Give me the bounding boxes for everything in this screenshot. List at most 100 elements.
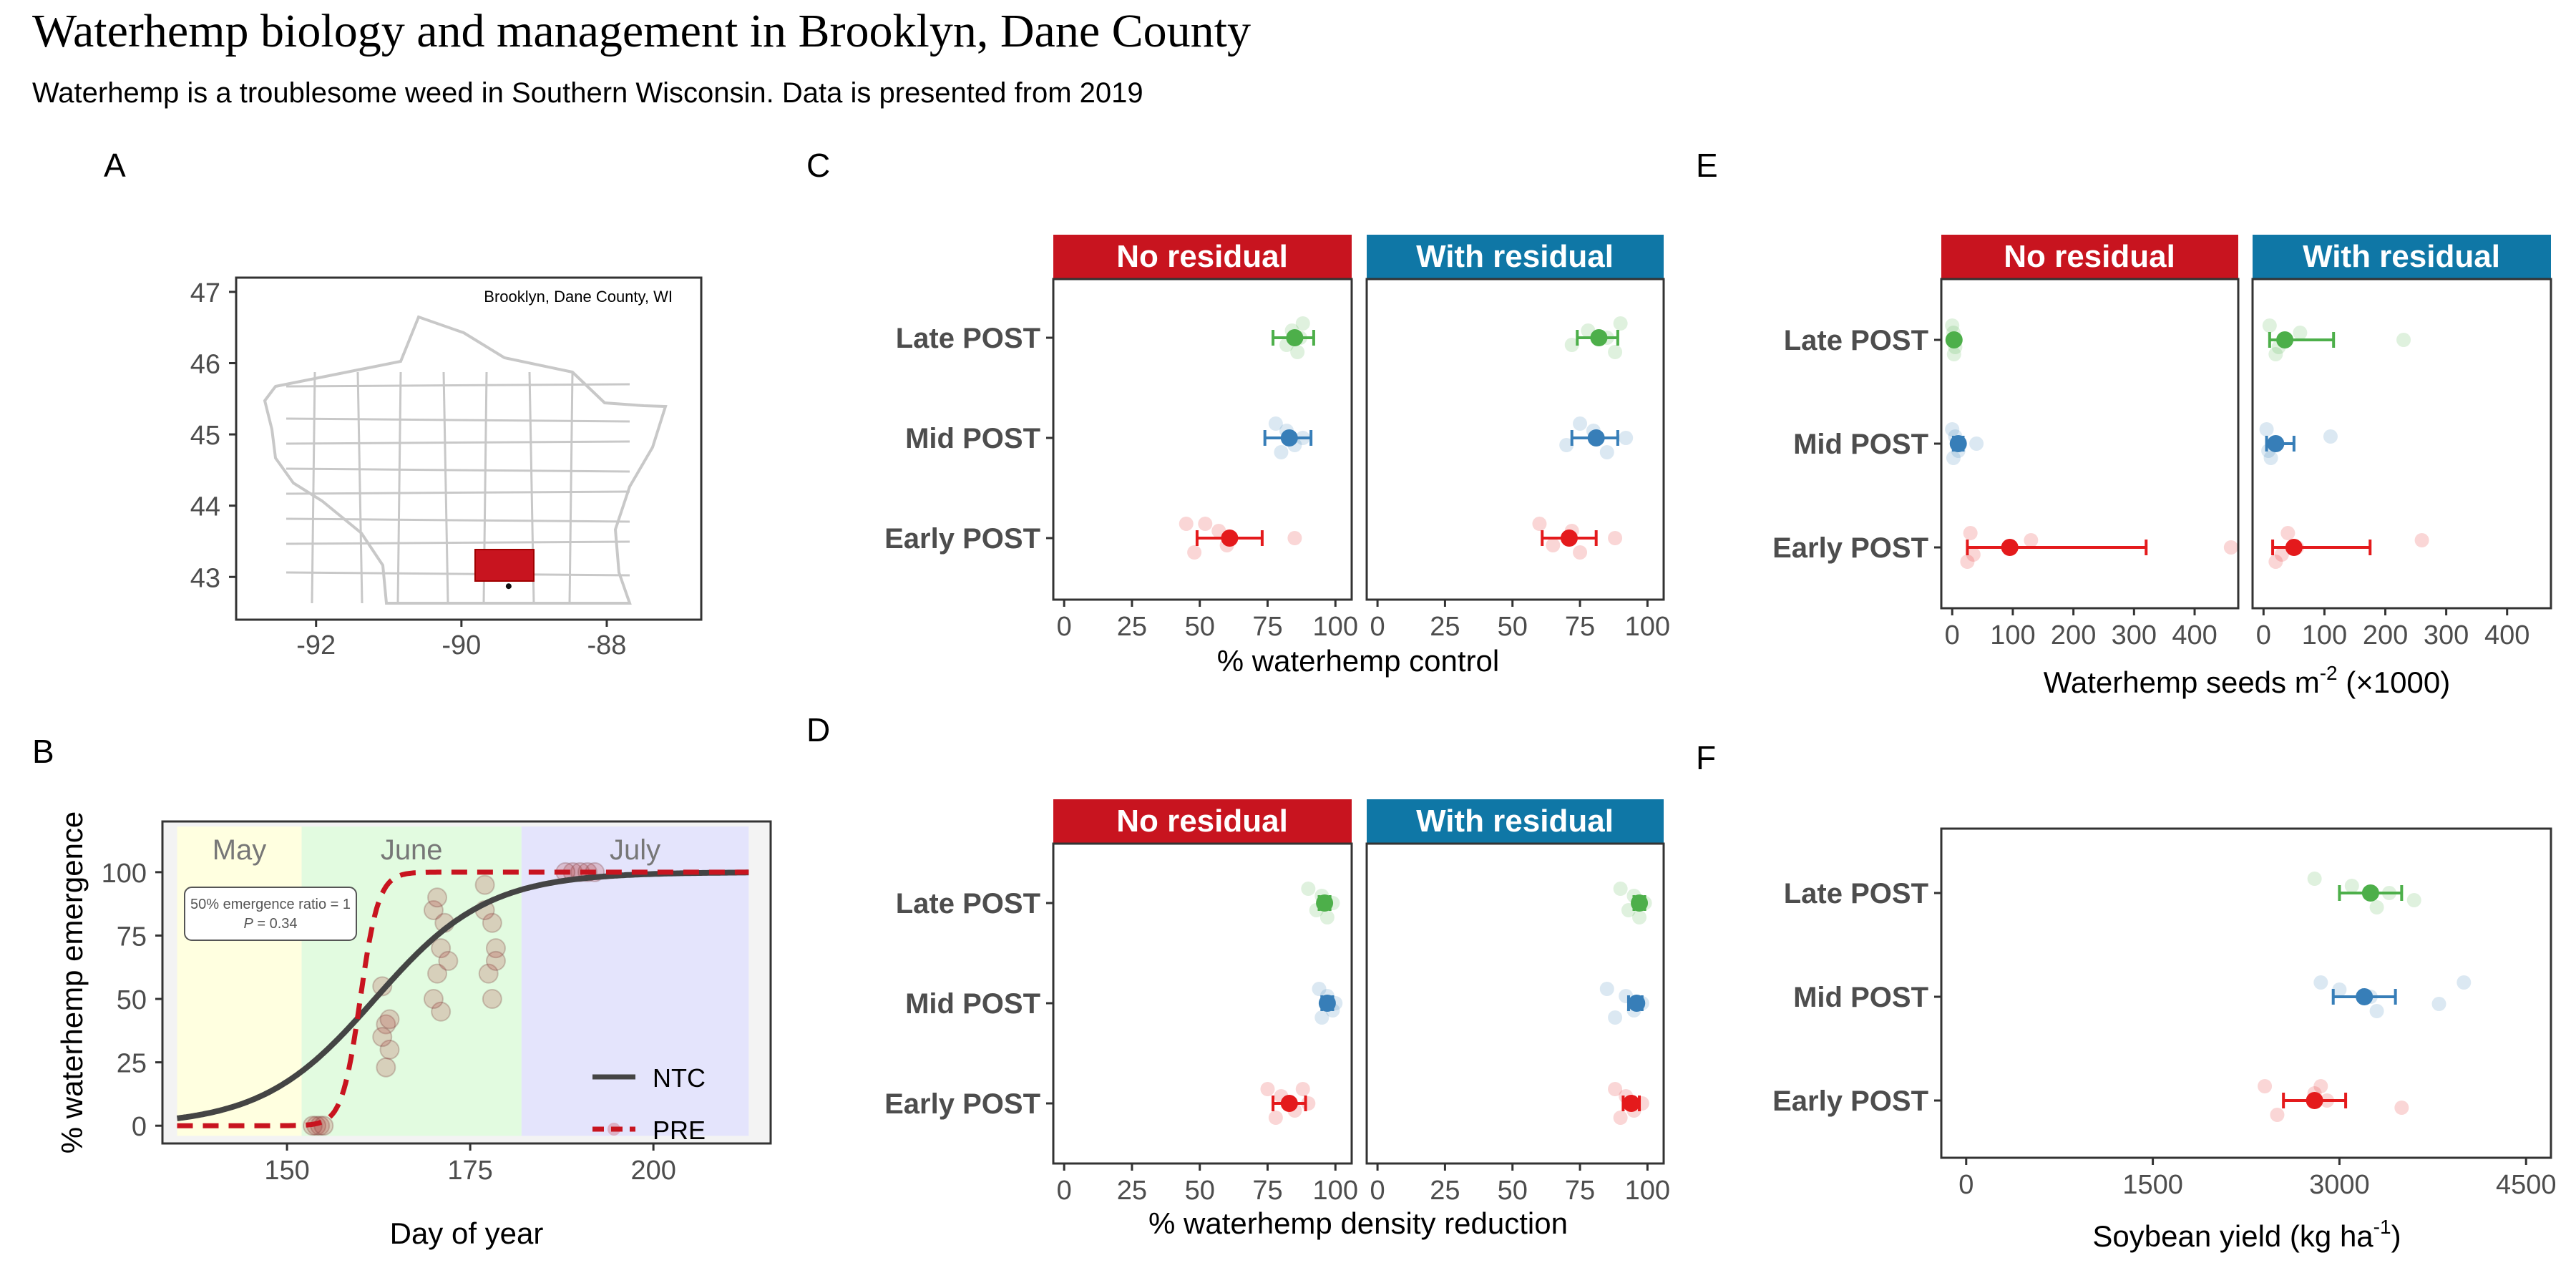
strip-with-residual [1367, 799, 1664, 844]
yield-marks [2258, 872, 2472, 1122]
x-tick-label: 75 [1252, 612, 1282, 642]
emergence-x-label: Day of year [390, 1216, 544, 1250]
emergence-point [478, 963, 499, 984]
emergence-x-tick-label: 200 [630, 1156, 675, 1186]
category-label-early-post: Early POST [884, 523, 1040, 555]
emergence-point [474, 874, 495, 895]
raw-point-early-post-with-residual [1608, 531, 1623, 545]
emergence-point [423, 989, 444, 1010]
raw-point-late-post-no-residual [1290, 345, 1305, 359]
x-tick-label: 100 [1990, 620, 2035, 650]
panel-label-d: D [806, 711, 830, 748]
raw-point-early-post-with-residual [1532, 517, 1547, 531]
raw-point-early-post-with-residual [2414, 533, 2429, 547]
map-y-tick-label: 46 [190, 350, 220, 380]
month-label-june: June [381, 834, 443, 866]
month-labels: May June July [213, 834, 660, 866]
x-tick-label: 0 [1945, 620, 1960, 650]
panel-c: No residual With residual Late POST Mid P… [884, 235, 1670, 678]
x-tick-label: 0 [1057, 612, 1072, 642]
raw-point-late-post-with-residual [2396, 333, 2411, 347]
raw-point-early-post [2394, 1101, 2409, 1115]
yield-y-ticks: Late POST Mid POST Early POST [1772, 878, 1941, 1117]
emergence-x-ticks: 150 175 200 [264, 1143, 676, 1186]
yield-x-ticks: 0 1500 3000 4500 [1958, 1158, 2556, 1200]
county-border-line [286, 490, 630, 495]
raw-point-mid-post-no-residual [1969, 436, 1984, 451]
raw-point-mid-post-with-residual [1559, 438, 1574, 452]
emergence-point [376, 1057, 396, 1078]
raw-point-late-post-with-residual [1564, 338, 1579, 352]
x-tick-label: 300 [2112, 620, 2157, 650]
emergence-point [427, 887, 448, 908]
raw-point-early-post [2258, 1079, 2273, 1093]
panel-f: Late POST Mid POST Early POST 0 1500 3000 450… [1772, 827, 2556, 1253]
strip-label-with-residual: With residual [1416, 239, 1614, 274]
mean-point-early-post [2285, 539, 2303, 556]
x-tick-label: 4500 [2496, 1170, 2557, 1200]
raw-point-mid-post [2369, 1004, 2384, 1018]
annotation-box [184, 887, 357, 941]
emergence-y-ticks: 0 25 50 75 100 [102, 859, 162, 1142]
x-tick-label: 75 [1565, 1176, 1595, 1206]
month-label-july: July [610, 834, 660, 866]
map-y-tick-label: 45 [190, 421, 220, 451]
x-tick-label: 1500 [2122, 1170, 2183, 1200]
figure-subtitle: Waterhemp is a troublesome weed in South… [32, 77, 1143, 109]
emergence-point [423, 900, 444, 921]
density-marks [1260, 882, 1652, 1125]
category-label-early-post: Early POST [884, 1088, 1040, 1120]
mean-point-late-post [1945, 331, 1963, 348]
seed-x-label: Waterhemp seeds m-2 (×1000) [2044, 662, 2450, 699]
category-label-late-post: Late POST [896, 323, 1040, 354]
raw-point-mid-post-with-residual [1573, 416, 1588, 431]
county-border-line [286, 571, 630, 577]
raw-point-early-post-no-residual [1295, 1082, 1310, 1096]
category-label-mid-post: Mid POST [905, 423, 1040, 454]
map-x-tick-label: -92 [296, 630, 336, 660]
raw-point-early-post-with-residual [1573, 545, 1588, 560]
x-tick-label: 75 [1565, 612, 1595, 642]
density-frame-with-residual [1365, 842, 1665, 1165]
panel-d: No residual With residual Late POST Mid P… [884, 799, 1670, 1240]
panel-label-b: B [32, 733, 54, 770]
map-y-tick-label: 43 [190, 563, 220, 593]
x-tick-label: 25 [1117, 612, 1147, 642]
raw-point-late-post-with-residual [1613, 882, 1628, 896]
strip-label-no-residual: No residual [1116, 239, 1288, 274]
strip-label-no-residual: No residual [1116, 804, 1288, 839]
control-frame-with-residual [1365, 278, 1665, 601]
emergence-y-label: % waterhemp emergence [55, 811, 89, 1154]
mean-point-mid-post [1628, 995, 1646, 1012]
x-tick-label: 300 [2424, 620, 2469, 650]
map-x-ticks: -92 -90 -88 [296, 620, 626, 660]
raw-point-mid-post-with-residual [1619, 431, 1634, 445]
x-tick-label: 75 [1252, 1176, 1282, 1206]
raw-point-late-post-with-residual [2293, 326, 2308, 340]
raw-point-early-post-with-residual [1613, 1111, 1628, 1125]
raw-point-mid-post-with-residual [1599, 445, 1614, 459]
panel-label-a: A [104, 147, 126, 184]
county-border-line [442, 371, 449, 604]
strip-label-with-residual: With residual [2303, 239, 2500, 274]
county-border-line [311, 371, 316, 604]
x-tick-label: 50 [1498, 612, 1528, 642]
raw-point-late-post [2369, 900, 2384, 914]
panel-a: Brooklyn, Dane County, WI 47 46 45 44 43 -92… [190, 276, 703, 660]
x-tick-label: 0 [1958, 1170, 1974, 1200]
x-tick-label: 50 [1185, 1176, 1215, 1206]
x-tick-label: 100 [1625, 612, 1670, 642]
mean-point-mid-post [1318, 995, 1336, 1012]
emergence-frame [161, 820, 772, 1145]
seed-frame-no-residual [1940, 278, 2240, 610]
emergence-x-tick-label: 150 [264, 1156, 309, 1186]
month-band-june [301, 826, 522, 1136]
brooklyn-marker [505, 583, 512, 590]
control-x-label: % waterhemp control [1217, 644, 1500, 678]
category-label-mid-post: Mid POST [1793, 982, 1928, 1013]
mean-point-early-post [2001, 539, 2019, 556]
seed-marks [1945, 318, 2429, 569]
category-label-mid-post: Mid POST [905, 988, 1040, 1020]
county-border-line [286, 467, 630, 473]
